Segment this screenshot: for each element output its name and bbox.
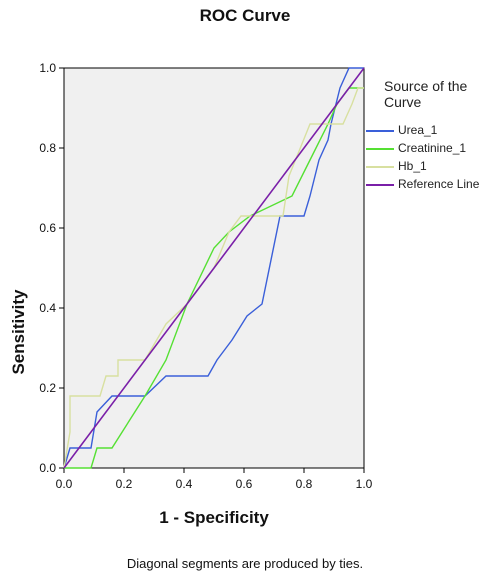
x-axis-label: 1 - Specificity — [159, 508, 269, 527]
x-tick-label: 1.0 — [356, 477, 373, 491]
x-tick-label: 0.0 — [56, 477, 73, 491]
legend-label: Creatinine_1 — [398, 141, 467, 155]
legend-swatch — [366, 148, 394, 150]
legend-swatch — [366, 184, 394, 186]
y-tick-label: 0.8 — [39, 141, 56, 155]
y-tick-label: 0.2 — [39, 381, 56, 395]
legend-label: Urea_1 — [398, 123, 438, 137]
y-tick-label: 0.6 — [39, 221, 56, 235]
series-lines — [63, 67, 365, 469]
legend-title: Source of the Curve — [384, 78, 468, 110]
series-line-urea-1 — [63, 67, 364, 469]
legend-label: Hb_1 — [398, 159, 427, 173]
footnote: Diagonal segments are produced by ties. — [126, 556, 364, 571]
y-tick-label: 1.0 — [39, 61, 56, 75]
axis-ticks: 0.0 0.2 0.4 0.6 0.8 1.0 0.0 0.2 0.4 0.6 0.8 1.0 — [39, 61, 372, 491]
legend-label: Reference Line — [398, 177, 480, 191]
x-tick-label: 0.6 — [236, 477, 253, 491]
series-line-reference-line — [63, 67, 365, 469]
x-tick-label: 0.2 — [116, 477, 133, 491]
y-tick-label: 0.4 — [39, 301, 56, 315]
legend-swatch — [366, 166, 394, 168]
legend-entry-urea: Urea_1 — [366, 124, 490, 138]
chart-title: ROC Curve — [199, 6, 291, 25]
x-tick-label: 0.4 — [176, 477, 193, 491]
y-tick-label: 0.0 — [39, 461, 56, 475]
series-line-creatinine-1 — [64, 87, 364, 469]
legend-entry-hb: Hb_1 — [366, 160, 490, 174]
legend-entry-creatinine: Creatinine_1 — [366, 142, 490, 156]
legend-swatch — [366, 130, 394, 132]
y-axis-label: Sensitivity — [9, 289, 28, 375]
x-tick-label: 0.8 — [296, 477, 313, 491]
legend-entry-reference: Reference Line — [366, 178, 490, 206]
